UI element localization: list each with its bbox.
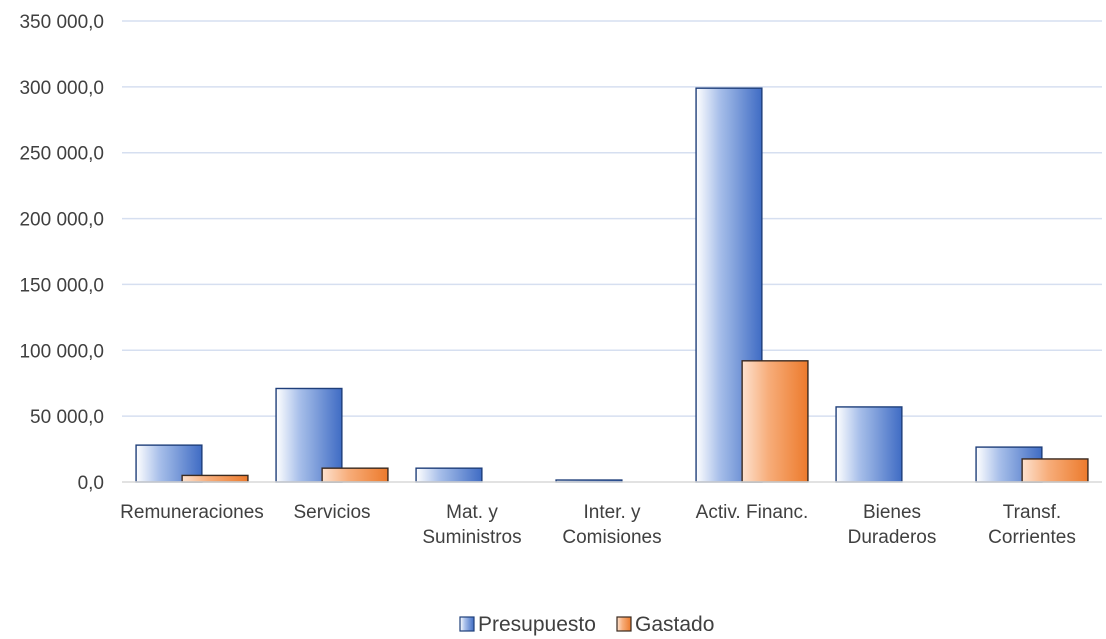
x-tick-label: Servicios [293, 502, 370, 523]
y-tick-label: 300 000,0 [19, 78, 104, 99]
legend-label: Gastado [635, 613, 714, 636]
legend-label: Presupuesto [478, 613, 596, 636]
x-tick-label: Transf. [1003, 502, 1061, 523]
bars [135, 87, 1089, 483]
bar-gastado [321, 467, 389, 483]
x-tick-label: Suministros [422, 527, 521, 548]
x-tick-label: Activ. Financ. [696, 502, 809, 523]
y-tick-label: 50 000,0 [30, 407, 104, 428]
y-tick-label: 100 000,0 [19, 341, 104, 362]
x-axis: Remuneraciones Servicios Mat. y Suministros… [120, 502, 1076, 548]
y-tick-label: 0,0 [78, 473, 104, 494]
bar-presupuesto [415, 467, 483, 483]
x-tick-label: Bienes [863, 502, 921, 523]
x-tick-label: Remuneraciones [120, 502, 264, 523]
y-tick-label: 150 000,0 [19, 275, 104, 296]
gridlines [122, 20, 1102, 417]
bar-presupuesto [695, 87, 763, 483]
y-tick-label: 350 000,0 [19, 12, 104, 33]
bar-presupuesto [275, 387, 343, 483]
legend: Presupuesto Gastado [459, 613, 714, 636]
x-tick-label: Duraderos [848, 527, 937, 548]
x-tick-label: Comisiones [562, 527, 661, 548]
y-tick-label: 250 000,0 [19, 144, 104, 165]
legend-swatch-gastado [616, 616, 632, 632]
x-tick-label: Corrientes [988, 527, 1076, 548]
y-tick-label: 200 000,0 [19, 210, 104, 231]
x-tick-label: Mat. y [446, 502, 498, 523]
bar-gastado [741, 360, 809, 483]
bar-gastado [1021, 458, 1089, 483]
bar-presupuesto [835, 406, 903, 483]
legend-swatch-presupuesto [459, 616, 475, 632]
bar-gastado [181, 474, 249, 483]
x-tick-label: Inter. y [583, 502, 641, 523]
y-axis: 0,0 50 000,0 100 000,0 150 000,0 200 000,0 25… [19, 12, 104, 494]
